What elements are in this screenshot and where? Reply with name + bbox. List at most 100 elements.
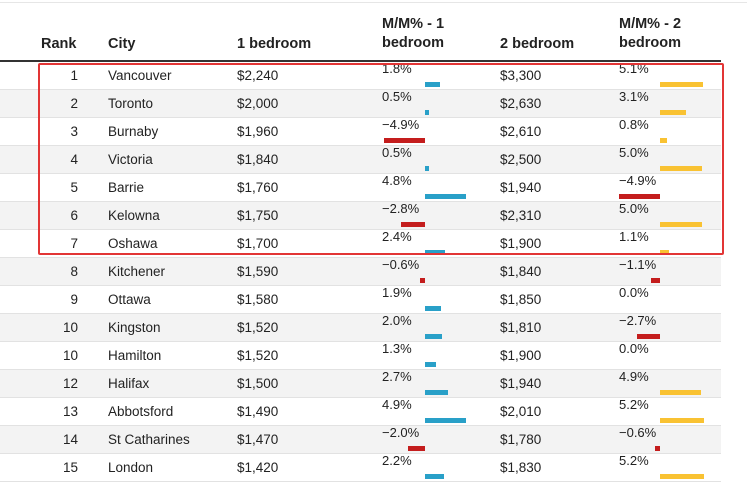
table-row[interactable]: 10 Kingston $1,520 2.0% $1,810 −2.7% — [0, 314, 721, 342]
rank-cell: 2 — [70, 96, 78, 111]
mm-1-bedroom-bar — [425, 82, 440, 87]
city-cell: Kelowna — [108, 208, 160, 223]
highlight-box — [38, 63, 724, 255]
mm-2-bedroom-change: 0.0% — [619, 285, 649, 300]
mm-2-bedroom-bar — [655, 446, 660, 451]
one-bedroom-rent: $1,760 — [237, 180, 279, 195]
mm-2-bedroom-change: −2.7% — [619, 313, 657, 328]
mm-2-bedroom-bar — [660, 390, 701, 395]
mm-1-bedroom-bar — [425, 418, 466, 423]
city-cell: St Catharines — [108, 432, 190, 447]
mm-1-bedroom-change: 1.3% — [382, 341, 412, 356]
table-row[interactable]: 5 Barrie $1,760 4.8% $1,940 −4.9% — [0, 174, 721, 202]
mm-1-bedroom-change: −4.9% — [382, 117, 420, 132]
two-bedroom-rent: $2,630 — [500, 96, 542, 111]
mm-2-bedroom-change: 0.0% — [619, 341, 649, 356]
mm-2-bedroom-bar — [660, 82, 703, 87]
rank-cell: 5 — [70, 180, 78, 195]
one-bedroom-rent: $1,840 — [237, 152, 279, 167]
city-cell: Oshawa — [108, 236, 158, 251]
one-bedroom-rent: $1,960 — [237, 124, 279, 139]
two-bedroom-rent: $1,780 — [500, 432, 542, 447]
mm-2-bedroom-bar — [660, 222, 702, 227]
city-cell: Burnaby — [108, 124, 159, 139]
mm-2-bedroom-change: 4.9% — [619, 369, 649, 384]
header-1-bedroom[interactable]: 1 bedroom — [237, 36, 312, 52]
one-bedroom-rent: $1,700 — [237, 236, 279, 251]
header-mm-2-bedroom[interactable]: M/M% - 2 bedroom — [619, 15, 681, 53]
mm-2-bedroom-change: −0.6% — [619, 425, 657, 440]
two-bedroom-rent: $1,900 — [500, 236, 542, 251]
mm-1-bedroom-bar — [425, 390, 448, 395]
rank-cell: 8 — [70, 264, 78, 279]
mm-1-bedroom-change: −2.0% — [382, 425, 420, 440]
header-mm-1-line1: M/M% - 1 — [382, 16, 445, 32]
header-2-bedroom[interactable]: 2 bedroom — [500, 36, 575, 52]
city-cell: Kingston — [108, 320, 161, 335]
two-bedroom-rent: $2,500 — [500, 152, 542, 167]
rank-cell: 14 — [62, 432, 78, 447]
two-bedroom-rent: $2,010 — [500, 404, 542, 419]
table-row[interactable]: 2 Toronto $2,000 0.5% $2,630 3.1% — [0, 90, 721, 118]
rank-cell: 9 — [70, 292, 78, 307]
mm-1-bedroom-bar — [384, 138, 425, 143]
mm-2-bedroom-change: 5.1% — [619, 61, 649, 76]
table-row[interactable]: 12 Halifax $1,500 2.7% $1,940 4.9% — [0, 370, 721, 398]
mm-1-bedroom-change: 0.5% — [382, 145, 412, 160]
header-city[interactable]: City — [108, 36, 136, 52]
mm-1-bedroom-bar — [425, 250, 445, 255]
table-row[interactable]: 7 Oshawa $1,700 2.4% $1,900 1.1% — [0, 230, 721, 258]
mm-1-bedroom-change: −2.8% — [382, 201, 420, 216]
mm-1-bedroom-change: 2.7% — [382, 369, 412, 384]
table-header: Rank City 1 bedroom M/M% - 1 bedroom 2 b… — [0, 0, 721, 62]
mm-2-bedroom-bar — [637, 334, 660, 339]
one-bedroom-rent: $1,500 — [237, 376, 279, 391]
mm-1-bedroom-change: 1.8% — [382, 61, 412, 76]
mm-1-bedroom-bar — [425, 110, 429, 115]
one-bedroom-rent: $1,590 — [237, 264, 279, 279]
two-bedroom-rent: $1,940 — [500, 376, 542, 391]
mm-2-bedroom-change: 5.0% — [619, 201, 649, 216]
city-cell: Barrie — [108, 180, 145, 195]
mm-1-bedroom-bar — [401, 222, 425, 227]
rank-cell: 1 — [70, 68, 78, 83]
table-row[interactable]: 4 Victoria $1,840 0.5% $2,500 5.0% — [0, 146, 721, 174]
mm-2-bedroom-change: 5.0% — [619, 145, 649, 160]
mm-2-bedroom-change: 1.1% — [619, 229, 649, 244]
table-row[interactable]: 13 Abbotsford $1,490 4.9% $2,010 5.2% — [0, 398, 721, 426]
header-rank[interactable]: Rank — [41, 36, 77, 52]
mm-1-bedroom-bar — [425, 194, 466, 199]
one-bedroom-rent: $2,000 — [237, 96, 279, 111]
mm-2-bedroom-change: 3.1% — [619, 89, 649, 104]
table-row[interactable]: 14 St Catharines $1,470 −2.0% $1,780 −0.6% — [0, 426, 721, 454]
table-row[interactable]: 6 Kelowna $1,750 −2.8% $2,310 5.0% — [0, 202, 721, 230]
mm-2-bedroom-bar — [651, 278, 660, 283]
table-row[interactable]: 15 London $1,420 2.2% $1,830 5.2% — [0, 454, 721, 482]
one-bedroom-rent: $1,520 — [237, 320, 279, 335]
mm-1-bedroom-bar — [425, 166, 429, 171]
rank-cell: 3 — [70, 124, 78, 139]
two-bedroom-rent: $1,850 — [500, 292, 542, 307]
city-cell: Toronto — [108, 96, 154, 111]
header-mm-2-line1: M/M% - 2 — [619, 16, 682, 32]
table-row[interactable]: 9 Ottawa $1,580 1.9% $1,850 0.0% — [0, 286, 721, 314]
rank-cell: 7 — [70, 236, 78, 251]
mm-2-bedroom-change: −1.1% — [619, 257, 657, 272]
table-row[interactable]: 8 Kitchener $1,590 −0.6% $1,840 −1.1% — [0, 258, 721, 286]
rank-cell: 15 — [62, 460, 78, 475]
header-mm-1-bedroom[interactable]: M/M% - 1 bedroom — [382, 15, 444, 53]
table-row[interactable]: 1 Vancouver $2,240 1.8% $3,300 5.1% — [0, 62, 721, 90]
table-row[interactable]: 3 Burnaby $1,960 −4.9% $2,610 0.8% — [0, 118, 721, 146]
header-mm-1-line2: bedroom — [382, 35, 445, 51]
two-bedroom-rent: $3,300 — [500, 68, 542, 83]
city-cell: Victoria — [108, 152, 153, 167]
mm-1-bedroom-change: 4.9% — [382, 397, 412, 412]
table-row[interactable]: 10 Hamilton $1,520 1.3% $1,900 0.0% — [0, 342, 721, 370]
two-bedroom-rent: $1,810 — [500, 320, 542, 335]
top-divider — [0, 2, 747, 3]
two-bedroom-rent: $1,830 — [500, 460, 542, 475]
city-cell: Halifax — [108, 376, 150, 391]
mm-2-bedroom-change: 5.2% — [619, 453, 649, 468]
mm-1-bedroom-change: −0.6% — [382, 257, 420, 272]
mm-1-bedroom-change: 0.5% — [382, 89, 412, 104]
